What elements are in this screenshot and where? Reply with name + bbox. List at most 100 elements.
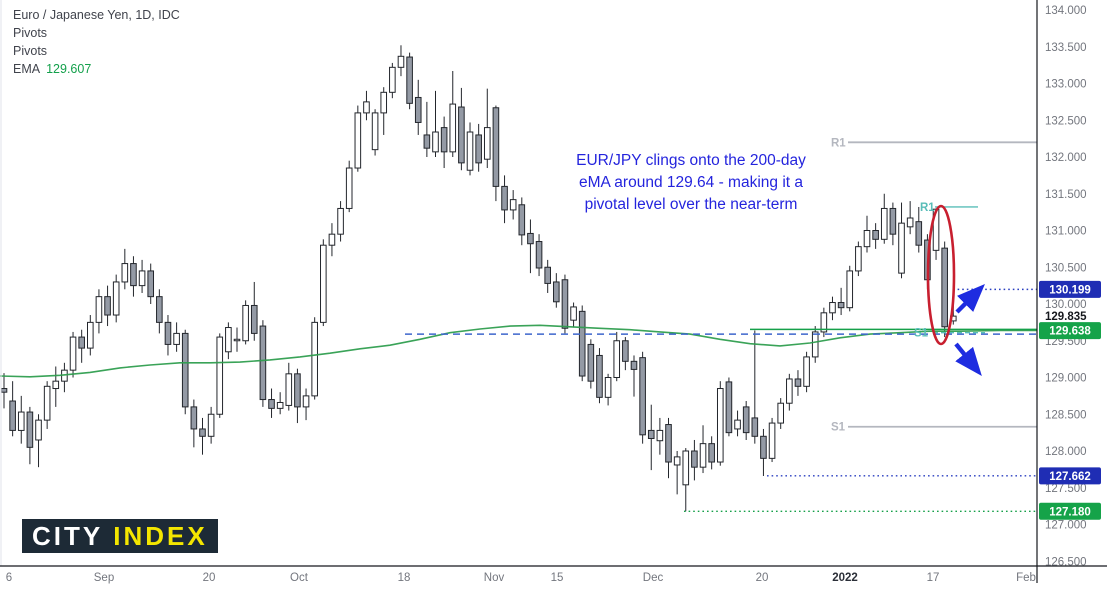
bear-candle — [561, 279, 569, 329]
ema-line — [0, 324, 1037, 378]
price-tick: 131.000 — [1045, 226, 1087, 238]
pivot-r1-label: R1 — [831, 137, 846, 149]
time-tick: Nov — [484, 572, 505, 584]
bear-candle — [751, 417, 759, 437]
bull-candle — [121, 263, 129, 283]
bull-candle — [138, 270, 146, 287]
price-flag-blue — [1039, 280, 1101, 298]
indicator-ema[interactable]: EMA 129.607 — [13, 60, 180, 78]
bull-candle — [17, 411, 25, 431]
bear-candle — [639, 357, 646, 436]
price-flag-blue — [1039, 467, 1101, 485]
bull-candle — [345, 167, 353, 209]
bull-candle — [52, 380, 60, 390]
direction-arrow-up-right — [955, 284, 985, 314]
price-tick: 127.000 — [1045, 520, 1087, 532]
bear-candle — [501, 185, 508, 211]
bear-candle — [458, 106, 465, 164]
bear-candle — [708, 443, 715, 463]
bear-candle — [587, 343, 595, 382]
bull-candle — [216, 336, 224, 415]
bull-candle — [570, 306, 577, 321]
bull-candle — [432, 131, 439, 153]
bear-candle — [294, 373, 301, 408]
logo-word-index: INDEX — [113, 520, 208, 551]
bull-candle — [811, 331, 819, 358]
bear-candle — [250, 304, 258, 334]
price-flag-text: 129.638 — [1049, 326, 1091, 338]
bull-candle — [233, 338, 241, 342]
price-tick: 129.000 — [1045, 373, 1087, 385]
time-axis-labels[interactable]: 6 Sep 20 Oct 18 Nov 15 Dec 20 2022 17 Feb — [6, 572, 1036, 584]
bull-candle — [207, 413, 215, 437]
bull-candle — [311, 321, 318, 397]
price-tick: 130.000 — [1045, 299, 1087, 311]
price-tick: 132.000 — [1045, 152, 1087, 164]
bull-candle — [803, 356, 810, 387]
bear-candle — [104, 296, 111, 316]
bull-candle — [225, 327, 232, 353]
note-line-1: EUR/JPY clings onto the 200-day — [576, 152, 806, 169]
bear-candle — [0, 388, 8, 393]
bull-candle — [389, 66, 396, 93]
bear-candle — [147, 270, 155, 298]
bull-candle — [337, 207, 344, 235]
bear-candle — [630, 360, 638, 370]
bull-candle — [863, 230, 871, 248]
price-tick: 127.500 — [1045, 483, 1087, 495]
bull-candle — [613, 340, 621, 378]
bull-candle — [855, 246, 862, 272]
price-flag-green — [1039, 502, 1101, 520]
bull-candle — [363, 101, 370, 114]
bull-candle — [371, 112, 379, 151]
bull-candle — [95, 296, 103, 323]
indicator-pivots-2[interactable]: Pivots — [13, 44, 48, 58]
bull-candle — [276, 401, 284, 409]
price-tick: 133.000 — [1045, 79, 1087, 91]
bull-candle — [285, 373, 293, 406]
bull-candle — [328, 233, 336, 246]
bull-candle — [43, 385, 51, 421]
pivot-s1-label: S1 — [914, 328, 929, 340]
bear-candle — [259, 325, 267, 401]
bull-candle — [716, 388, 724, 463]
bull-candle — [69, 336, 77, 371]
bull-candle — [509, 199, 517, 211]
symbol-title[interactable]: Euro / Japanese Yen, 1D, IDC — [13, 8, 180, 22]
annotation-shapes — [926, 204, 985, 376]
bear-candle — [156, 296, 163, 323]
bear-candle — [199, 428, 206, 437]
time-tick: Dec — [643, 572, 664, 584]
direction-arrow-down-right — [954, 342, 982, 376]
bull-candle — [846, 270, 854, 309]
candlestick-series — [0, 45, 957, 512]
bear-candle — [915, 221, 923, 246]
bull-candle — [449, 103, 457, 153]
pivot-lines: R1 R1 S1 S1 — [831, 137, 1037, 434]
price-axis-labels[interactable]: 134.000 133.500 133.000 132.500 132.000 131.5… — [1039, 5, 1101, 568]
bear-candle — [26, 411, 34, 448]
bear-candle — [578, 310, 586, 377]
pivot-s1-label: S1 — [831, 422, 846, 434]
bull-candle — [880, 207, 888, 240]
price-tick: 132.500 — [1045, 115, 1087, 127]
bear-candle — [596, 354, 603, 398]
bull-candle — [466, 131, 474, 171]
bull-candle — [604, 377, 612, 398]
note-line-3: pivotal level over the near-term — [584, 196, 798, 213]
price-flag-text: 127.662 — [1049, 471, 1091, 483]
bull-candle — [242, 304, 249, 342]
chart-legend: Euro / Japanese Yen, 1D, IDC Pivots Pivo… — [13, 6, 180, 78]
indicator-pivots-1[interactable]: Pivots — [13, 26, 48, 40]
price-tick: 126.500 — [1045, 556, 1087, 568]
bear-candle — [164, 321, 172, 345]
time-tick: 6 — [6, 572, 12, 584]
bull-candle — [768, 422, 776, 459]
bull-candle — [320, 244, 327, 323]
pivot-r1-label: R1 — [920, 202, 935, 214]
bear-candle — [518, 204, 526, 236]
bull-candle — [898, 222, 905, 274]
time-tick: 20 — [756, 572, 769, 584]
